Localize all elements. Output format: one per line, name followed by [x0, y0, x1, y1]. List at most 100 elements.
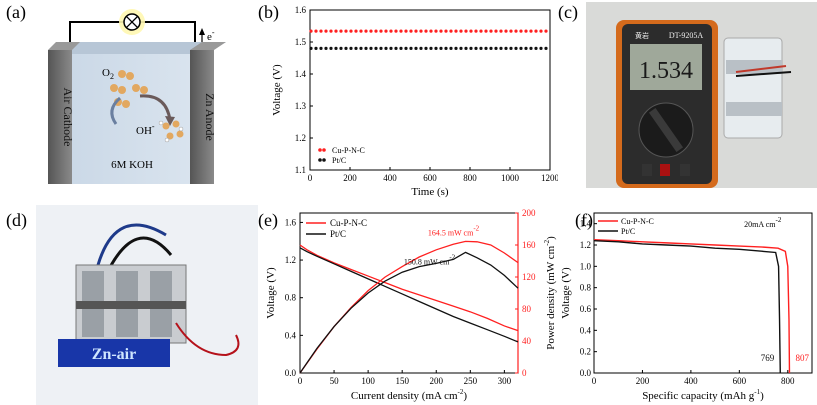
- x-tick-label: 0: [298, 376, 303, 386]
- chart-polarization-power: 0 50 100 150 200 250 300 0.0 0.4 0.8 1.2 1.6 0 40 80 12…: [265, 208, 557, 402]
- data-point-cu-p-n-c: [449, 29, 453, 33]
- data-point-pt-c: [384, 46, 388, 51]
- black-wire: [104, 236, 173, 276]
- data-point-pt-c: [474, 46, 478, 51]
- data-point-pt-c: [494, 46, 498, 51]
- air-cathode-plate: [48, 50, 72, 184]
- data-point-pt-c: [324, 46, 328, 51]
- x-tick-label: 300: [498, 376, 512, 386]
- data-point-pt-c: [309, 46, 313, 51]
- panel-label-d: (d): [6, 210, 27, 230]
- y-tick-label: 0.8: [285, 293, 297, 303]
- x-tick-label: 400: [684, 376, 698, 386]
- zn-anode-plate: [190, 50, 214, 184]
- x-tick-label: 0: [592, 376, 597, 386]
- data-point-cu-p-n-c: [529, 29, 533, 33]
- data-point-pt-c: [414, 46, 418, 51]
- x-tick-label: 1200: [541, 173, 558, 183]
- legend-marker: [322, 148, 326, 152]
- multimeter-model: DT-9205A: [669, 31, 704, 40]
- data-point-cu-p-n-c: [474, 29, 478, 33]
- x-tick-label: 0: [308, 173, 313, 183]
- data-point-pt-c: [489, 46, 493, 51]
- y-tick-label: 1.3: [295, 101, 307, 111]
- data-point-pt-c: [354, 46, 358, 51]
- data-point-cu-p-n-c: [469, 29, 473, 33]
- electrolyte-label: 6M KOH: [111, 159, 153, 171]
- plot-frame: [593, 212, 813, 374]
- series-line-voltage-pt-c: [299, 247, 519, 343]
- electrolyte-top: [56, 42, 226, 54]
- y-tick-label: 1.6: [295, 5, 307, 15]
- panel-label-f: (f): [575, 210, 593, 230]
- y-axis-label: Voltage (V): [265, 267, 277, 319]
- y-tick-label: 0.0: [580, 368, 592, 378]
- data-point-cu-p-n-c: [409, 29, 413, 33]
- panel-label-c: (c): [558, 2, 578, 22]
- data-point-cu-p-n-c: [309, 29, 313, 33]
- y-tick-label: 0.4: [580, 325, 592, 335]
- data-point-cu-p-n-c: [489, 29, 493, 33]
- data-point-cu-p-n-c: [404, 29, 408, 33]
- end-capacity-cu-p-n-c: 807: [795, 353, 809, 363]
- data-point-cu-p-n-c: [374, 29, 378, 33]
- data-point-cu-p-n-c: [339, 29, 343, 33]
- legend-marker: [318, 158, 322, 162]
- x-axis-label: Specific capacity (mAh g-1): [642, 388, 764, 402]
- y-axis-label: Voltage (V): [271, 64, 283, 116]
- data-point-pt-c: [314, 46, 318, 51]
- data-point-cu-p-n-c: [334, 29, 338, 33]
- data-point-cu-p-n-c: [499, 29, 503, 33]
- chart-open-circuit-voltage: 0 200 400 600 800 1000 1200 1.1 1.2 1.3 1.4 1.5 1.6 T…: [271, 5, 558, 198]
- y-tick-label: 1.4: [580, 219, 592, 229]
- data-point-pt-c: [349, 46, 353, 51]
- y2-tick-label: 160: [522, 240, 536, 250]
- data-point-cu-p-n-c: [369, 29, 373, 33]
- data-point-pt-c: [529, 46, 533, 51]
- series-line-power-pt-c: [299, 251, 519, 374]
- data-point-pt-c: [424, 46, 428, 51]
- data-point-pt-c: [374, 46, 378, 51]
- y-tick-label: 1.5: [295, 37, 307, 47]
- data-point-cu-p-n-c: [544, 29, 548, 33]
- data-point-cu-p-n-c: [444, 29, 448, 33]
- data-point-cu-p-n-c: [454, 29, 458, 33]
- legend-label: Cu-P-N-C: [332, 146, 365, 155]
- y-tick-label: 1.4: [295, 69, 307, 79]
- legend-label: Cu-P-N-C: [330, 218, 367, 228]
- data-point-cu-p-n-c: [524, 29, 528, 33]
- data-point-pt-c: [514, 46, 518, 51]
- data-point-cu-p-n-c: [514, 29, 518, 33]
- data-point-pt-c: [499, 46, 503, 51]
- x-axis-label: Current density (mA cm-2): [351, 388, 467, 402]
- data-point-pt-c: [534, 46, 538, 51]
- x-tick-label: 1000: [501, 173, 520, 183]
- data-point-pt-c: [469, 46, 473, 51]
- data-point-cu-p-n-c: [349, 29, 353, 33]
- data-point-cu-p-n-c: [464, 29, 468, 33]
- y-tick-label: 0.2: [580, 347, 591, 357]
- data-point-cu-p-n-c: [329, 29, 333, 33]
- data-point-pt-c: [344, 46, 348, 51]
- led-display-text: Zn-air: [92, 346, 136, 363]
- device-photo: Zn-air: [36, 205, 258, 405]
- data-point-pt-c: [464, 46, 468, 51]
- y2-tick-label: 200: [522, 208, 536, 218]
- data-point-cu-p-n-c: [484, 29, 488, 33]
- y-tick-label: 0.0: [285, 368, 297, 378]
- multimeter-reading: 1.534: [639, 58, 693, 84]
- y2-axis-label: Power density (mW cm-2): [543, 236, 557, 350]
- y2-tick-label: 0: [522, 368, 527, 378]
- y-tick-label: 1.2: [295, 133, 306, 143]
- zn-air-schematic: e- Air Cathode Zn Anode O2 OH- 6M KOH: [48, 9, 226, 184]
- multimeter-illustration: 1.534 DT-9205A 黄岩: [586, 2, 817, 188]
- legend-label: Pt/C: [332, 156, 346, 165]
- electron-label: e-: [207, 28, 215, 43]
- data-point-cu-p-n-c: [389, 29, 393, 33]
- battery-fixture: [723, 37, 783, 139]
- data-point-pt-c: [334, 46, 338, 51]
- legend-label: Pt/C: [621, 227, 635, 236]
- data-point-pt-c: [544, 46, 548, 51]
- data-point-pt-c: [364, 46, 368, 51]
- data-point-cu-p-n-c: [384, 29, 388, 33]
